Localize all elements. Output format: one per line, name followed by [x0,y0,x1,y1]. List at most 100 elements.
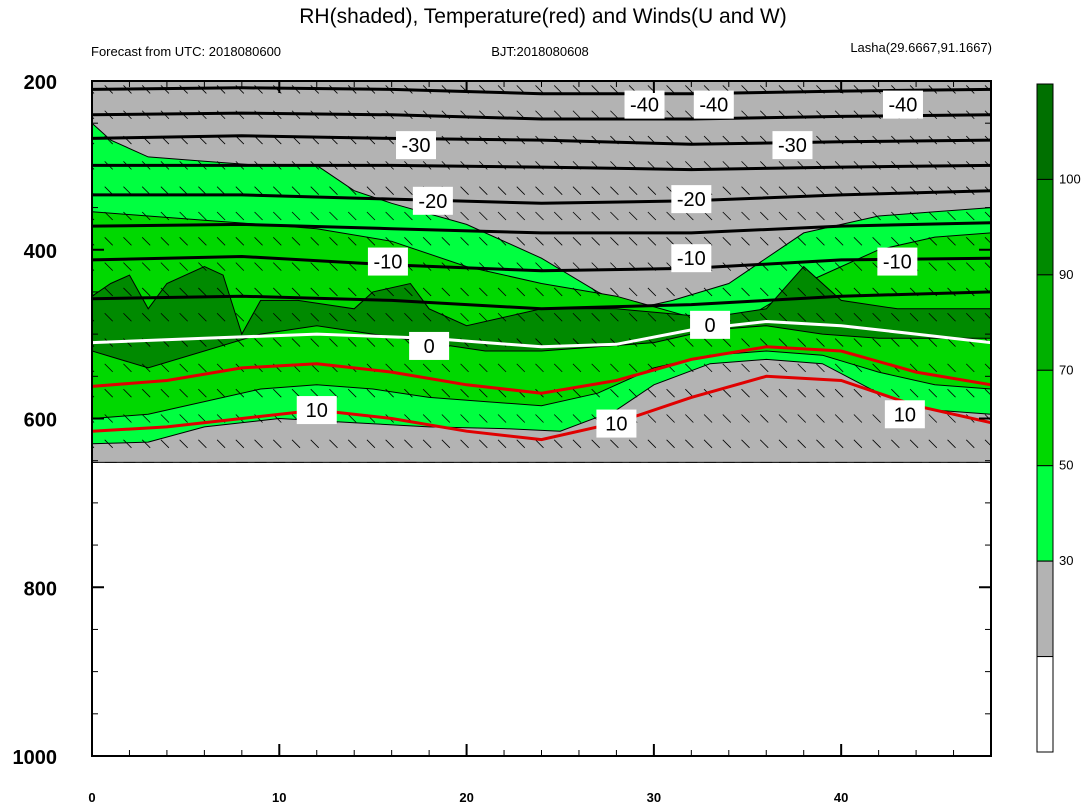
wind-barb [741,237,750,246]
wind-barb [722,414,732,423]
wind-barb [553,237,563,246]
wind-barb [104,312,114,322]
wind-barb [291,388,301,398]
wind-barb [366,211,376,221]
wind-barb [123,186,132,195]
wind-barb [628,388,638,398]
wind-barb [685,414,694,423]
wind-barb [441,237,451,246]
wind-barb [909,439,919,449]
wind-barb [422,237,432,246]
wind-barb [310,287,320,297]
wind-barb [198,186,207,195]
wind-barb [254,312,263,322]
wind-barb [123,414,132,423]
wind-barb [497,414,507,423]
wind-barb [853,338,863,347]
contour-label: -40 [699,95,728,117]
wind-barb [797,414,806,423]
wind-barb [647,237,657,246]
wind-barb [104,237,114,246]
wind-barb [104,439,114,449]
wind-barb [610,110,619,120]
wind-barb [759,338,769,347]
contour-label-box [412,186,453,215]
wind-barb [909,211,919,221]
wind-barb [104,186,114,195]
wind-barb [947,414,956,423]
wind-barb [160,262,170,271]
wind-barb [703,237,713,246]
wind-barb [984,211,991,219]
wind-barb [722,388,732,398]
wind-barb [778,363,788,373]
wind-barb [160,211,170,221]
wind-barb [928,388,938,398]
wind-barb [647,211,657,221]
wind-barb [759,211,769,221]
wind-barb [834,338,844,347]
wind-barb [572,85,582,94]
wind-barb [947,312,956,322]
wind-barb [404,439,413,449]
wind-barb [947,237,956,246]
wind-barb [310,338,320,347]
wind-barb [329,211,338,221]
wind-barb [216,186,226,195]
wind-barb [479,287,488,297]
wind-barb [666,338,675,347]
wind-barb [572,287,582,297]
wind-barb [872,237,881,246]
colorbar-label: 50 [1059,458,1073,473]
contour--30 [92,134,991,146]
wind-barb [703,439,713,449]
wind-barb [722,186,732,195]
wind-barb [141,237,151,246]
wind-barb [104,363,114,373]
wind-barb [722,237,732,246]
wind-barb [273,439,282,449]
wind-barb [310,439,320,449]
wind-barb [141,186,151,195]
wind-barb [160,312,170,322]
wind-barb [497,312,507,322]
wind-barb [928,262,938,271]
contour-label: 0 [424,336,435,358]
wind-barb [179,414,188,423]
colorbar-swatch [1036,465,1054,562]
wind-barb [647,186,657,195]
wind-barb [535,211,544,221]
contour-label-box [624,90,665,119]
wind-barb [441,439,451,449]
wind-barb [909,338,919,347]
bjt-subtitle: BJT:2018080608 [491,44,589,59]
wind-barb [834,186,844,195]
wind-barb [610,312,619,322]
wind-barb [198,312,207,322]
wind-barb [984,439,991,447]
contour--20 [92,189,991,205]
wind-barb [891,237,900,246]
wind-barb [141,414,151,423]
wind-barb [254,388,263,398]
wind-barb [441,414,451,423]
contour-label: -10 [677,248,706,270]
wind-barb [216,388,226,398]
wind-barb [479,388,488,398]
wind-barb [404,312,413,322]
wind-barb [235,262,245,271]
wind-barb [853,388,863,398]
wind-barb [816,439,825,449]
wind-barb [123,237,132,246]
wind-barb [628,439,638,449]
wind-barb [947,211,956,221]
wind-barb [610,388,619,398]
wind-barb [610,237,619,246]
wind-barb [685,363,694,373]
wind-barb [591,439,600,449]
wind-barb [928,414,938,423]
wind-barb [235,135,245,145]
wind-barb [329,388,338,398]
wind-barb [553,186,563,195]
